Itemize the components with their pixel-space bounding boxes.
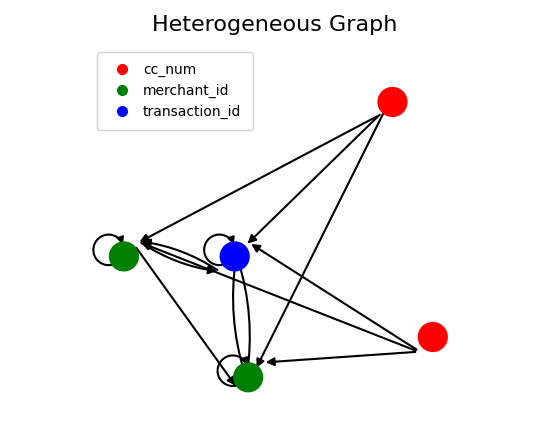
FancyArrowPatch shape: [257, 112, 384, 366]
Circle shape: [219, 241, 250, 272]
Circle shape: [417, 322, 448, 352]
FancyArrowPatch shape: [249, 115, 380, 242]
Title: Heterogeneous Graph: Heterogeneous Graph: [152, 15, 398, 35]
Legend: cc_num, merchant_id, transaction_id: cc_num, merchant_id, transaction_id: [97, 52, 252, 130]
FancyArrowPatch shape: [253, 245, 416, 350]
Circle shape: [233, 362, 263, 392]
FancyArrowPatch shape: [141, 116, 377, 241]
FancyArrowPatch shape: [236, 260, 250, 376]
Circle shape: [109, 241, 139, 272]
FancyArrowPatch shape: [144, 240, 217, 270]
FancyArrowPatch shape: [233, 257, 246, 374]
FancyArrowPatch shape: [144, 243, 416, 351]
FancyArrowPatch shape: [141, 243, 214, 273]
FancyArrowPatch shape: [268, 352, 415, 365]
FancyArrowPatch shape: [136, 248, 234, 384]
Circle shape: [377, 87, 408, 117]
